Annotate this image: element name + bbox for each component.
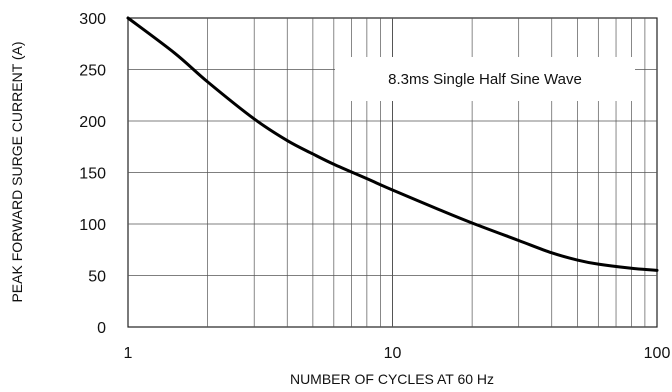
x-tick-label: 100	[644, 345, 671, 362]
x-tick-labels: 1 10 100	[124, 345, 671, 362]
y-axis-title: PEAK FORWARD SURGE CURRENT (A)	[9, 41, 25, 302]
x-tick-label: 1	[124, 345, 133, 362]
y-tick-label: 0	[97, 320, 106, 337]
y-tick-labels: 0 50 100 150 200 250 300	[79, 11, 106, 337]
series-group	[126, 16, 659, 272]
y-tick-label: 100	[79, 217, 106, 234]
x-axis-title: NUMBER OF CYCLES AT 60 Hz	[290, 371, 494, 387]
y-tick-label: 300	[79, 11, 106, 28]
y-tick-label: 50	[88, 269, 106, 286]
y-tick-label: 200	[79, 114, 106, 131]
y-tick-label: 250	[79, 63, 106, 80]
annotation-label: 8.3ms Single Half Sine Wave	[388, 71, 582, 88]
x-tick-label: 10	[384, 345, 402, 362]
annotation-box	[335, 57, 635, 101]
y-tick-label: 150	[79, 166, 106, 183]
series-line-0	[126, 16, 659, 272]
